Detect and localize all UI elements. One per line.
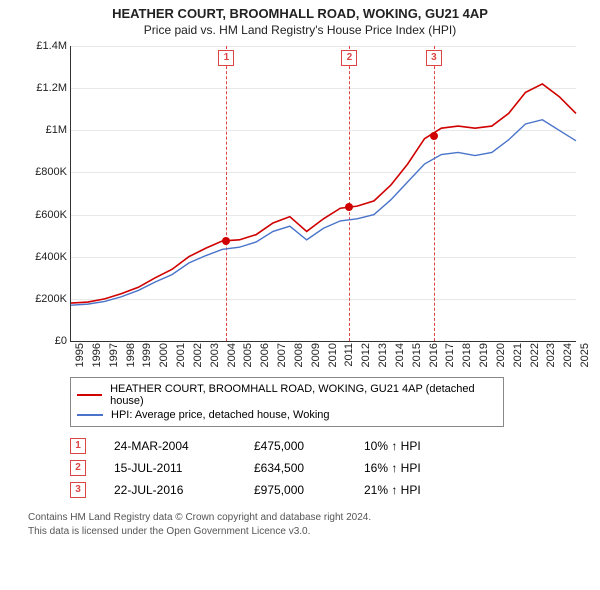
sales-table: 1 24-MAR-2004£475,00010% ↑ HPI 2 15-JUL-201… bbox=[70, 435, 580, 501]
x-tick-label: 2014 bbox=[394, 343, 406, 367]
x-tick-label: 2015 bbox=[411, 343, 423, 367]
x-tick-label: 2012 bbox=[360, 343, 372, 367]
legend-swatch bbox=[77, 394, 102, 396]
legend-swatch bbox=[77, 414, 103, 416]
sale-price: £475,000 bbox=[254, 439, 364, 453]
sale-price: £634,500 bbox=[254, 461, 364, 475]
x-tick-label: 2005 bbox=[242, 343, 254, 367]
x-tick-label: 2018 bbox=[461, 343, 473, 367]
sale-date: 22-JUL-2016 bbox=[114, 483, 254, 497]
x-tick-label: 1998 bbox=[125, 343, 137, 367]
sale-row: 2 15-JUL-2011£634,50016% ↑ HPI bbox=[70, 457, 580, 479]
x-tick-label: 2006 bbox=[259, 343, 271, 367]
sale-pct-vs-hpi: 16% ↑ HPI bbox=[364, 461, 464, 475]
sale-number-box: 3 bbox=[70, 482, 86, 498]
y-tick-label: £1.2M bbox=[36, 82, 67, 94]
chart-subtitle: Price paid vs. HM Land Registry's House … bbox=[0, 23, 600, 37]
x-tick-label: 2001 bbox=[175, 343, 187, 367]
x-tick-label: 1996 bbox=[91, 343, 103, 367]
sale-number-box: 2 bbox=[70, 460, 86, 476]
y-tick-label: £0 bbox=[55, 335, 67, 347]
sale-row: 3 22-JUL-2016£975,00021% ↑ HPI bbox=[70, 479, 580, 501]
series-hpi bbox=[71, 120, 576, 305]
x-tick-label: 2000 bbox=[158, 343, 170, 367]
sale-price: £975,000 bbox=[254, 483, 364, 497]
x-tick-label: 2007 bbox=[276, 343, 288, 367]
legend: HEATHER COURT, BROOMHALL ROAD, WOKING, G… bbox=[70, 377, 504, 427]
footer-line-1: Contains HM Land Registry data © Crown c… bbox=[28, 511, 580, 525]
legend-label: HPI: Average price, detached house, Woki… bbox=[111, 409, 330, 421]
x-tick-label: 2013 bbox=[377, 343, 389, 367]
x-tick-label: 2002 bbox=[192, 343, 204, 367]
y-tick-label: £200K bbox=[35, 293, 67, 305]
chart-lines bbox=[71, 46, 576, 341]
page: HEATHER COURT, BROOMHALL ROAD, WOKING, G… bbox=[0, 0, 600, 538]
x-tick-label: 2020 bbox=[495, 343, 507, 367]
x-tick-label: 2021 bbox=[512, 343, 524, 367]
chart-title: HEATHER COURT, BROOMHALL ROAD, WOKING, G… bbox=[0, 6, 600, 21]
legend-label: HEATHER COURT, BROOMHALL ROAD, WOKING, G… bbox=[110, 383, 497, 407]
x-tick-label: 2016 bbox=[428, 343, 440, 367]
sale-date: 24-MAR-2004 bbox=[114, 439, 254, 453]
legend-item: HEATHER COURT, BROOMHALL ROAD, WOKING, G… bbox=[77, 382, 497, 408]
x-tick-label: 2023 bbox=[545, 343, 557, 367]
x-tick-label: 1999 bbox=[141, 343, 153, 367]
y-tick-label: £800K bbox=[35, 166, 67, 178]
y-tick-label: £400K bbox=[35, 251, 67, 263]
y-tick-label: £1.4M bbox=[36, 40, 67, 52]
chart-title-block: HEATHER COURT, BROOMHALL ROAD, WOKING, G… bbox=[0, 0, 600, 37]
sale-pct-vs-hpi: 21% ↑ HPI bbox=[364, 483, 464, 497]
x-tick-label: 2008 bbox=[293, 343, 305, 367]
x-tick-label: 2019 bbox=[478, 343, 490, 367]
footer: Contains HM Land Registry data © Crown c… bbox=[28, 511, 580, 538]
x-tick-label: 2017 bbox=[444, 343, 456, 367]
sale-row: 1 24-MAR-2004£475,00010% ↑ HPI bbox=[70, 435, 580, 457]
chart-area: £0£200K£400K£600K£800K£1M£1.2M£1.4M 123 … bbox=[20, 41, 580, 371]
x-tick-label: 2022 bbox=[529, 343, 541, 367]
x-tick-label: 2004 bbox=[226, 343, 238, 367]
x-tick-label: 2010 bbox=[327, 343, 339, 367]
x-tick-label: 1997 bbox=[108, 343, 120, 367]
x-tick-label: 2003 bbox=[209, 343, 221, 367]
sale-pct-vs-hpi: 10% ↑ HPI bbox=[364, 439, 464, 453]
sale-date: 15-JUL-2011 bbox=[114, 461, 254, 475]
sale-number-box: 1 bbox=[70, 438, 86, 454]
y-tick-label: £600K bbox=[35, 209, 67, 221]
series-property bbox=[71, 84, 576, 303]
x-tick-label: 2009 bbox=[310, 343, 322, 367]
x-tick-label: 2025 bbox=[579, 343, 591, 367]
x-tick-label: 2024 bbox=[562, 343, 574, 367]
footer-line-2: This data is licensed under the Open Gov… bbox=[28, 525, 580, 539]
x-tick-label: 1995 bbox=[74, 343, 86, 367]
plot-region: 123 bbox=[70, 46, 576, 342]
legend-item: HPI: Average price, detached house, Woki… bbox=[77, 408, 497, 422]
y-tick-label: £1M bbox=[46, 124, 67, 136]
x-tick-label: 2011 bbox=[343, 343, 355, 367]
